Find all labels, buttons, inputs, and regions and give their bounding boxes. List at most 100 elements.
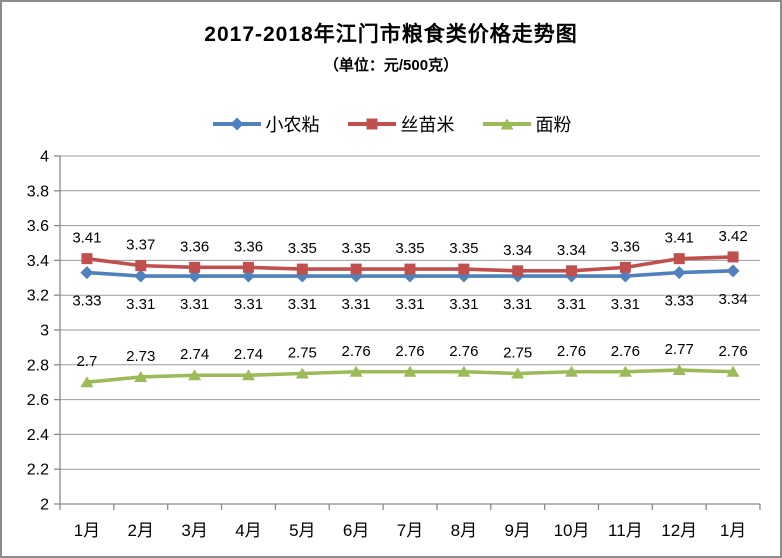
y-axis-label: 2.4 [27,427,49,444]
x-axis-label: 4月 [235,521,261,540]
marker-diamond [80,266,94,280]
x-axis-label: 6月 [343,521,369,540]
y-axis-label: 3.2 [27,288,49,305]
marker-square [296,263,308,275]
data-label: 3.31 [342,296,371,313]
marker-diamond [134,269,148,283]
data-label: 2.77 [665,341,694,358]
y-axis-label: 2 [40,497,49,514]
marker-triangle [134,370,148,382]
data-label: 3.42 [718,228,747,245]
data-label: 3.36 [234,238,263,255]
y-axis-label: 3 [40,323,49,340]
data-label: 2.76 [557,343,586,360]
x-axis-label: 9月 [504,521,530,540]
y-axis-label: 2.8 [27,357,49,374]
x-axis-label: 7月 [397,521,423,540]
data-label: 2.76 [449,343,478,360]
data-label: 3.31 [557,296,586,313]
x-axis-label: 8月 [451,521,477,540]
data-label: 3.34 [557,242,586,259]
x-axis-label: 10月 [554,521,590,540]
data-label: 3.31 [126,296,155,313]
x-axis-label: 1月 [720,521,746,540]
legend-item-0: 小农粘 [211,111,320,137]
marker-triangle [188,369,202,381]
data-label: 3.31 [449,296,478,313]
legend-item-2: 面粉 [481,111,572,137]
data-label: 3.37 [126,237,155,254]
data-label: 3.41 [72,230,101,247]
marker-triangle [403,365,417,377]
data-label: 3.36 [611,238,640,255]
marker-diamond [726,264,740,278]
x-axis-label: 3月 [181,521,207,540]
marker-square [242,261,254,273]
marker-square [512,265,524,277]
data-label: 3.31 [503,296,532,313]
y-axis-label: 3.4 [27,253,49,270]
marker-square [619,261,631,273]
legend-label: 面粉 [535,115,572,135]
data-label: 3.36 [180,238,209,255]
legend-swatch-diamond-icon [212,117,261,131]
data-label: 3.31 [288,296,317,313]
marker-square [350,263,362,275]
marker-square [81,253,93,265]
data-label: 2.76 [395,343,424,360]
legend-item-1: 丝苗米 [346,111,455,137]
marker-triangle [672,364,686,376]
marker-square [673,253,685,265]
data-label: 2.76 [718,343,747,360]
marker-square [135,260,147,272]
x-axis-label: 1月 [74,521,100,540]
marker-square [727,251,739,263]
marker-triangle [618,365,632,377]
y-axis-label: 3.6 [27,218,49,235]
legend-swatch-triangle-icon [482,118,531,130]
marker-square [458,263,470,275]
data-label: 3.35 [288,240,317,257]
chart-title: 2017-2018年江门市粮食类价格走势图 [204,23,578,46]
marker-triangle [565,365,579,377]
data-label: 2.74 [234,346,263,363]
marker-triangle [349,365,363,377]
data-label: 2.76 [342,343,371,360]
data-label: 2.75 [288,345,317,362]
data-label: 2.7 [76,353,97,370]
marker-triangle [295,367,309,379]
x-axis-label: 12月 [661,521,697,540]
legend-swatch-square-icon [347,118,396,130]
marker-triangle [80,376,94,388]
data-label: 2.74 [180,346,209,363]
marker-triangle [511,367,525,379]
data-label: 2.75 [503,345,532,362]
marker-triangle [726,365,740,377]
y-axis-label: 2.2 [27,462,49,479]
y-axis-label: 3.8 [27,183,49,200]
x-axis-label: 5月 [289,521,315,540]
data-label: 3.35 [342,240,371,257]
y-axis-label: 2.6 [27,392,49,409]
marker-diamond [672,266,686,280]
chart-subtitle: （单位：元/500克） [323,57,459,74]
data-label: 2.73 [126,348,155,365]
data-label: 3.34 [718,291,747,308]
data-label: 3.31 [611,296,640,313]
marker-triangle [457,365,471,377]
legend-label: 小农粘 [265,115,320,135]
marker-triangle [241,369,255,381]
legend-label: 丝苗米 [400,115,455,135]
data-label: 2.76 [611,343,640,360]
data-label: 3.31 [234,296,263,313]
data-label: 3.41 [665,230,694,247]
data-label: 3.33 [72,293,101,310]
y-axis-label: 4 [40,149,49,166]
marker-square [189,261,201,273]
x-axis-label: 11月 [608,521,643,540]
data-label: 3.31 [395,296,424,313]
legend: 小农粘 丝苗米 面粉 [2,111,780,137]
data-label: 3.34 [503,242,532,259]
